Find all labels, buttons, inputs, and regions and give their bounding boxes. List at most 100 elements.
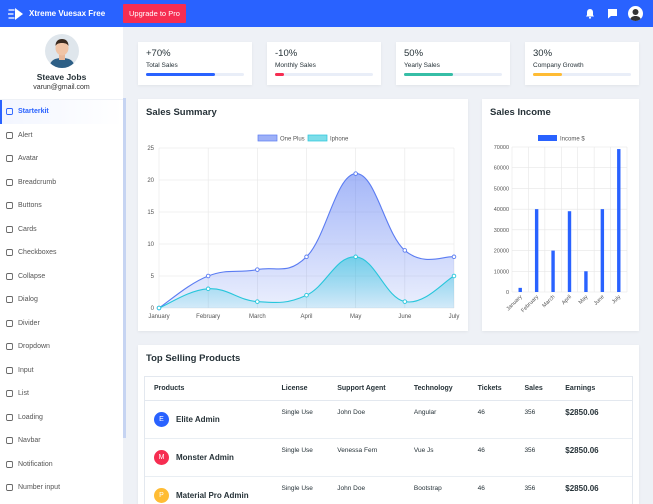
table-row[interactable]: E Elite Admin Single Use John Doe Angular 46 3… xyxy=(145,401,632,439)
top-products-card: Top Selling Products Products License Su… xyxy=(138,345,639,504)
sidebar-nav: Starterkit Alert Avatar Breadcrumb Buttons Ca… xyxy=(0,100,123,500)
stat-value: 50% xyxy=(404,48,424,59)
sidebar-item-checkboxes[interactable]: Checkboxes xyxy=(0,241,123,265)
sidebar-item-number-input[interactable]: Number input xyxy=(0,476,123,500)
stat-label: Monthly Sales xyxy=(275,62,316,69)
sidebar-item-dropdown[interactable]: Dropdown xyxy=(0,335,123,359)
avatar[interactable] xyxy=(628,6,643,21)
progress-bar xyxy=(146,73,244,76)
legend-label: One Plus xyxy=(280,137,305,143)
legend-swatch xyxy=(257,134,278,142)
card-title: Top Selling Products xyxy=(146,353,241,364)
stat-label: Company Growth xyxy=(533,62,584,69)
input-icon xyxy=(6,366,13,374)
y-tick-label: 40000 xyxy=(494,207,509,213)
sidebar-item-list[interactable]: List xyxy=(0,382,123,406)
legend-swatch xyxy=(307,134,328,142)
sidebar-item-alert[interactable]: Alert xyxy=(0,124,123,148)
y-tick-label: 10 xyxy=(147,242,154,248)
sidebar-item-dialog[interactable]: Dialog xyxy=(0,288,123,312)
sidebar-item-label: Dialog xyxy=(18,296,38,304)
upgrade-button[interactable]: Upgrade to Pro xyxy=(123,4,186,23)
home-icon xyxy=(6,155,13,163)
x-tick-label: June xyxy=(593,294,606,307)
y-tick-label: 15 xyxy=(147,210,154,216)
sales-cell: 356 xyxy=(524,447,536,454)
grid-icon xyxy=(6,202,13,210)
product-cell: M Monster Admin xyxy=(145,450,281,465)
x-tick-label: April xyxy=(300,314,312,320)
sidebar-item-label: List xyxy=(18,390,29,398)
sidebar-item-navbar[interactable]: Navbar xyxy=(0,429,123,453)
number-icon xyxy=(6,484,13,492)
sidebar-item-divider[interactable]: Divider xyxy=(0,312,123,336)
sidebar-item-avatar[interactable]: Avatar xyxy=(0,147,123,171)
header-tickets[interactable]: Tickets xyxy=(477,385,502,392)
x-tick-label: January xyxy=(148,314,169,320)
y-tick-label: 10000 xyxy=(494,269,509,275)
technology-cell: Vue Js xyxy=(413,447,434,454)
profile-avatar[interactable] xyxy=(44,34,79,68)
header-products[interactable]: Products xyxy=(154,385,185,392)
x-tick-label: February xyxy=(520,294,540,314)
table-row[interactable]: P Material Pro Admin Single Use John Doe Boo… xyxy=(145,477,632,504)
header-license[interactable]: License xyxy=(281,385,308,392)
sidebar-item-buttons[interactable]: Buttons xyxy=(0,194,123,218)
header-earnings[interactable]: Earnings xyxy=(565,385,596,392)
header-support-agent[interactable]: Support Agent xyxy=(337,385,386,392)
sales-cell: 356 xyxy=(524,409,536,416)
sidebar-item-loading[interactable]: Loading xyxy=(0,406,123,430)
product-badge: M xyxy=(154,450,169,465)
product-name: Material Pro Admin xyxy=(176,491,249,500)
dialog-icon xyxy=(6,296,13,304)
sidebar-item-cards[interactable]: Cards xyxy=(0,218,123,242)
income-bar xyxy=(567,211,572,292)
logo-icon xyxy=(8,7,23,20)
y-tick-label: 20000 xyxy=(494,249,509,255)
earnings-cell: $2850.06 xyxy=(565,408,599,417)
bell-icon[interactable] xyxy=(584,8,596,20)
stat-value: -10% xyxy=(275,48,298,59)
series-area xyxy=(159,173,454,308)
y-tick-label: 50000 xyxy=(494,186,509,192)
product-badge: E xyxy=(154,412,169,427)
x-tick-label: July xyxy=(611,294,622,305)
legend-label: Income $ xyxy=(560,137,585,143)
sales-summary-chart: 0 5 10 15 20 25 January February March April May Ju… xyxy=(147,134,460,320)
header-sales[interactable]: Sales xyxy=(524,385,543,392)
progress-fill xyxy=(146,73,215,76)
data-point xyxy=(255,299,260,304)
y-tick-label: 0 xyxy=(151,306,155,312)
progress-bar xyxy=(404,73,502,76)
sidebar-item-label: Buttons xyxy=(18,202,42,210)
brand[interactable]: Xtreme Vuesax Free xyxy=(0,7,120,21)
agent-cell: John Doe xyxy=(337,409,366,416)
info-icon xyxy=(6,131,13,139)
stat-value: 30% xyxy=(533,48,553,59)
data-point xyxy=(205,273,211,279)
sidebar-item-collapse[interactable]: Collapse xyxy=(0,265,123,289)
sidebar-item-label: Checkboxes xyxy=(18,249,57,257)
tickets-cell: 46 xyxy=(477,409,485,416)
table-row[interactable]: M Monster Admin Single Use Venessa Fern Vue … xyxy=(145,439,632,477)
sidebar-item-starterkit[interactable]: Starterkit xyxy=(0,100,123,124)
divider-icon xyxy=(6,319,13,327)
progress-bar xyxy=(275,73,373,76)
sidebar-item-notification[interactable]: Notification xyxy=(0,453,123,477)
y-tick-label: 60000 xyxy=(494,166,509,172)
breadcrumb-icon xyxy=(6,178,13,186)
tickets-cell: 46 xyxy=(477,447,485,454)
data-point xyxy=(402,299,408,304)
sidebar-item-input[interactable]: Input xyxy=(0,359,123,383)
card-icon xyxy=(6,225,13,233)
sidebar-scrollbar[interactable] xyxy=(123,98,126,438)
sidebar-item-breadcrumb[interactable]: Breadcrumb xyxy=(0,171,123,195)
legend-label: Iphone xyxy=(330,137,349,143)
y-tick-label: 70000 xyxy=(494,145,509,151)
x-tick-label: July xyxy=(449,314,460,320)
data-point xyxy=(353,171,358,176)
header-technology[interactable]: Technology xyxy=(413,385,453,392)
x-tick-label: March xyxy=(249,314,266,320)
chat-icon[interactable] xyxy=(606,8,618,20)
data-point xyxy=(451,254,457,260)
